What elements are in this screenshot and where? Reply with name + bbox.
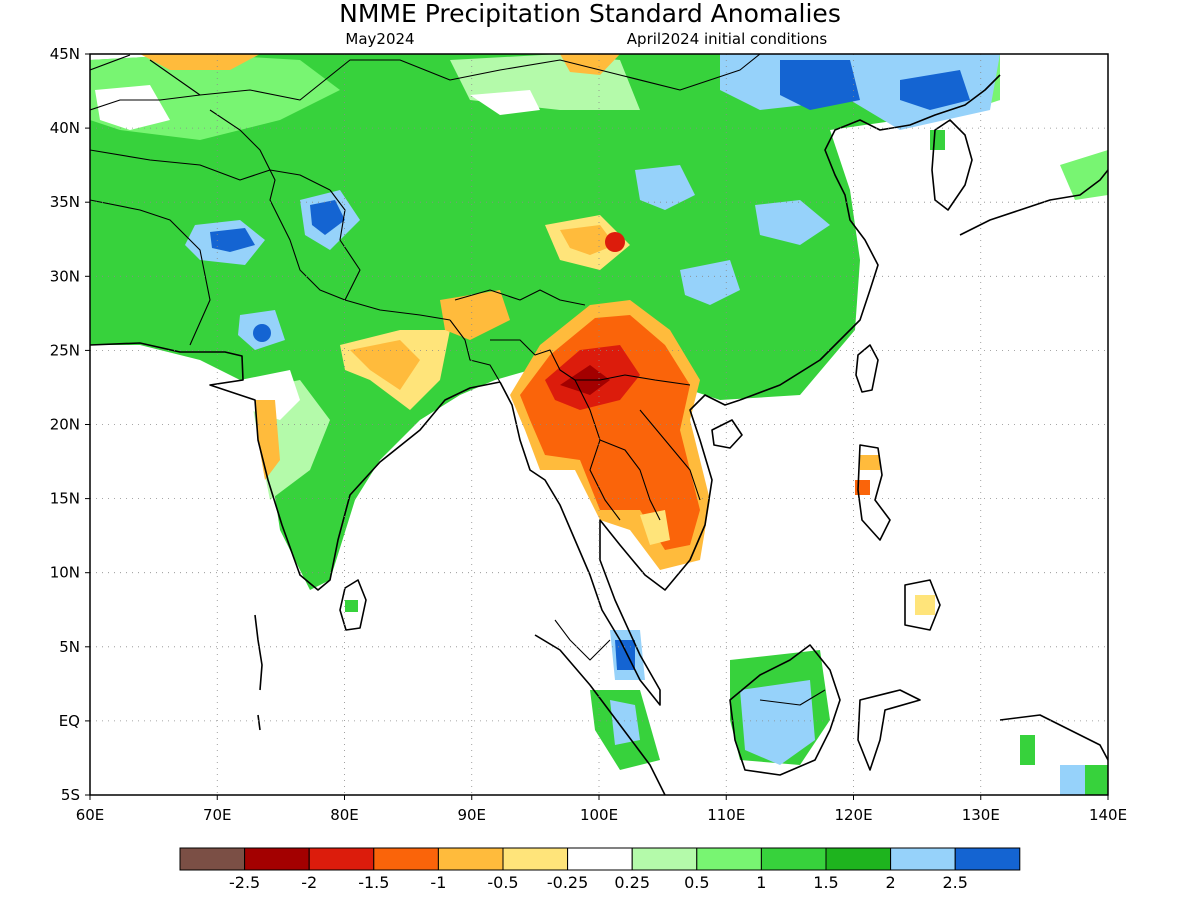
colorbar-swatch bbox=[437, 847, 504, 871]
longitude-tick-label: 110E bbox=[707, 806, 745, 824]
colorbar-tick-label: 2.5 bbox=[942, 873, 967, 892]
latitude-tick-labels: 45N 40N 35N 30N 25N 20N 15N 10N 5N EQ 5S bbox=[50, 45, 90, 804]
latitude-tick-label: 30N bbox=[50, 267, 80, 285]
hainan-coastline bbox=[711, 419, 743, 449]
borneo-coastline bbox=[729, 644, 841, 776]
sri-lanka-coastline bbox=[339, 579, 367, 631]
japan-coastline bbox=[959, 169, 1108, 236]
initial-conditions-label: April2024 initial conditions bbox=[627, 30, 828, 48]
india-coastline bbox=[90, 342, 501, 591]
latitude-tick-label: 40N bbox=[50, 119, 80, 137]
longitude-tick-label: 140E bbox=[1089, 806, 1127, 824]
korea-coastline bbox=[931, 119, 973, 211]
longitude-tick-label: 60E bbox=[76, 806, 105, 824]
luzon-coastline bbox=[857, 444, 891, 541]
indochina-coastline bbox=[499, 381, 741, 706]
colorbar-tick-label: -0.25 bbox=[547, 873, 588, 892]
map-title: NMME Precipitation Standard Anomalies bbox=[339, 0, 841, 28]
colorbar-swatch bbox=[244, 847, 310, 871]
colorbar-swatch bbox=[760, 847, 827, 871]
colorbar-swatch bbox=[825, 847, 892, 871]
latitude-tick-label: 25N bbox=[50, 341, 80, 359]
colorbar-tick-label: -0.5 bbox=[487, 873, 518, 892]
colorbar bbox=[179, 847, 1021, 871]
colorbar-tick-label: 0.5 bbox=[684, 873, 709, 892]
taiwan-coastline bbox=[855, 344, 879, 393]
latitude-tick-label: 5S bbox=[61, 786, 80, 804]
sumatra-coastline bbox=[534, 634, 666, 795]
longitude-tick-label: 80E bbox=[330, 806, 359, 824]
forecast-month-label: May2024 bbox=[345, 30, 414, 48]
coastlines bbox=[90, 74, 1108, 795]
latitude-tick-label: 20N bbox=[50, 416, 80, 434]
colorbar-swatch bbox=[567, 847, 633, 871]
colorbar-tick-label: 0.25 bbox=[614, 873, 650, 892]
latitude-tick-label: 15N bbox=[50, 490, 80, 508]
colorbar-tick-labels: -2.5 -2 -1.5 -1 -0.5 -0.25 0.25 0.5 1 1.5 2 2.5 bbox=[229, 873, 968, 892]
longitude-tick-label: 90E bbox=[457, 806, 486, 824]
colorbar-tick-label: -2 bbox=[301, 873, 317, 892]
longitude-tick-labels: 60E 70E 80E 90E 100E 110E 120E 130E 140E bbox=[76, 795, 1127, 824]
colorbar-swatch bbox=[890, 847, 956, 871]
colorbar-swatch bbox=[696, 847, 762, 871]
colorbar-tick-label: 1 bbox=[756, 873, 766, 892]
country-borders bbox=[90, 54, 826, 706]
colorbar-swatch bbox=[502, 847, 569, 871]
colorbar-tick-label: 2 bbox=[886, 873, 896, 892]
maldives-dots bbox=[254, 614, 263, 731]
longitude-tick-label: 130E bbox=[962, 806, 1000, 824]
mindanao-coastline bbox=[904, 579, 941, 631]
longitude-tick-label: 70E bbox=[203, 806, 232, 824]
colorbar-swatch bbox=[308, 847, 375, 871]
colorbar-tick-label: -1.5 bbox=[358, 873, 389, 892]
anomaly-shading bbox=[90, 54, 1108, 795]
land-shading bbox=[90, 54, 1000, 590]
latitude-tick-label: 10N bbox=[50, 564, 80, 582]
colorbar-swatch bbox=[631, 847, 698, 871]
latitude-tick-label: 45N bbox=[50, 45, 80, 63]
latitude-tick-label: 5N bbox=[59, 638, 80, 656]
longitude-tick-label: 120E bbox=[834, 806, 872, 824]
colorbar-swatch bbox=[954, 847, 1021, 871]
latitude-tick-label: EQ bbox=[59, 712, 80, 730]
latitude-tick-label: 35N bbox=[50, 193, 80, 211]
colorbar-tick-label: 1.5 bbox=[813, 873, 838, 892]
colorbar-tick-label: -2.5 bbox=[229, 873, 260, 892]
china-coastline bbox=[739, 74, 1001, 401]
new-guinea-coastline bbox=[999, 714, 1108, 761]
sulawesi-coastline bbox=[857, 689, 921, 771]
colorbar-swatch bbox=[373, 847, 439, 871]
longitude-tick-label: 100E bbox=[580, 806, 618, 824]
colorbar-swatch bbox=[179, 847, 246, 871]
colorbar-tick-label: -1 bbox=[430, 873, 446, 892]
